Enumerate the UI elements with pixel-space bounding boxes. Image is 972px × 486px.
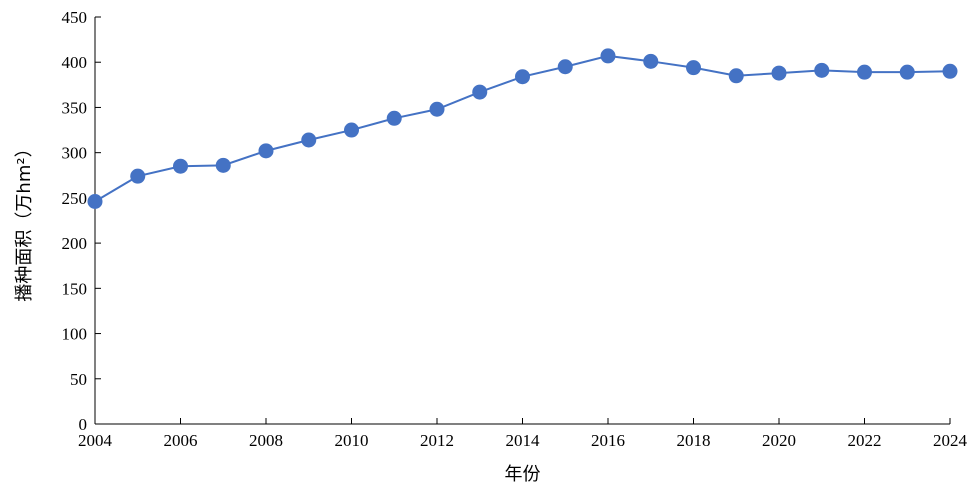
x-tick-label: 2010 xyxy=(335,431,369,450)
data-point xyxy=(557,59,573,75)
data-point xyxy=(87,194,103,210)
x-tick-label: 2004 xyxy=(78,431,113,450)
data-point xyxy=(344,122,359,138)
x-axis-ticks: 2004 2006 2008 2010 2012 2014 2016 2018 2020 2022… xyxy=(78,418,968,450)
x-tick-label: 2012 xyxy=(420,431,454,450)
data-point xyxy=(215,157,231,173)
data-point xyxy=(857,64,872,80)
data-point xyxy=(643,53,659,69)
data-point xyxy=(301,132,317,148)
data-point xyxy=(258,143,274,159)
data-point xyxy=(130,168,146,184)
data-point xyxy=(899,64,915,80)
data-point xyxy=(942,63,958,79)
data-point xyxy=(728,68,744,84)
y-tick-label: 300 xyxy=(62,144,88,163)
x-tick-label: 2016 xyxy=(591,431,625,450)
x-tick-label: 2018 xyxy=(677,431,711,450)
data-point xyxy=(600,48,616,64)
y-tick-label: 150 xyxy=(62,279,88,298)
x-tick-label: 2006 xyxy=(164,431,198,450)
data-point xyxy=(173,158,188,174)
y-tick-label: 200 xyxy=(62,234,88,253)
y-axis-ticks: 0 50 100 150 200 250 300 350 400 450 xyxy=(62,8,101,434)
data-point xyxy=(515,69,530,85)
x-tick-label: 2008 xyxy=(249,431,283,450)
x-tick-label: 2014 xyxy=(506,431,541,450)
data-point xyxy=(686,60,701,76)
data-point xyxy=(472,84,488,100)
data-point xyxy=(814,62,830,78)
x-axis-title: 年份 xyxy=(505,464,541,485)
y-tick-label: 450 xyxy=(62,8,88,27)
data-point xyxy=(429,101,445,117)
y-tick-label: 400 xyxy=(62,53,88,72)
data-point xyxy=(386,110,402,126)
y-tick-label: 250 xyxy=(62,189,88,208)
y-tick-label: 100 xyxy=(62,325,88,344)
x-tick-label: 2020 xyxy=(762,431,796,450)
y-tick-label: 350 xyxy=(62,98,88,117)
plot-area xyxy=(87,48,958,210)
x-tick-label: 2022 xyxy=(848,431,882,450)
y-axis-title: 播种面积（万hm²） xyxy=(14,139,35,301)
y-tick-label: 0 xyxy=(79,415,88,434)
x-tick-label: 2024 xyxy=(933,431,968,450)
data-point xyxy=(771,65,787,81)
y-tick-label: 50 xyxy=(70,370,87,389)
